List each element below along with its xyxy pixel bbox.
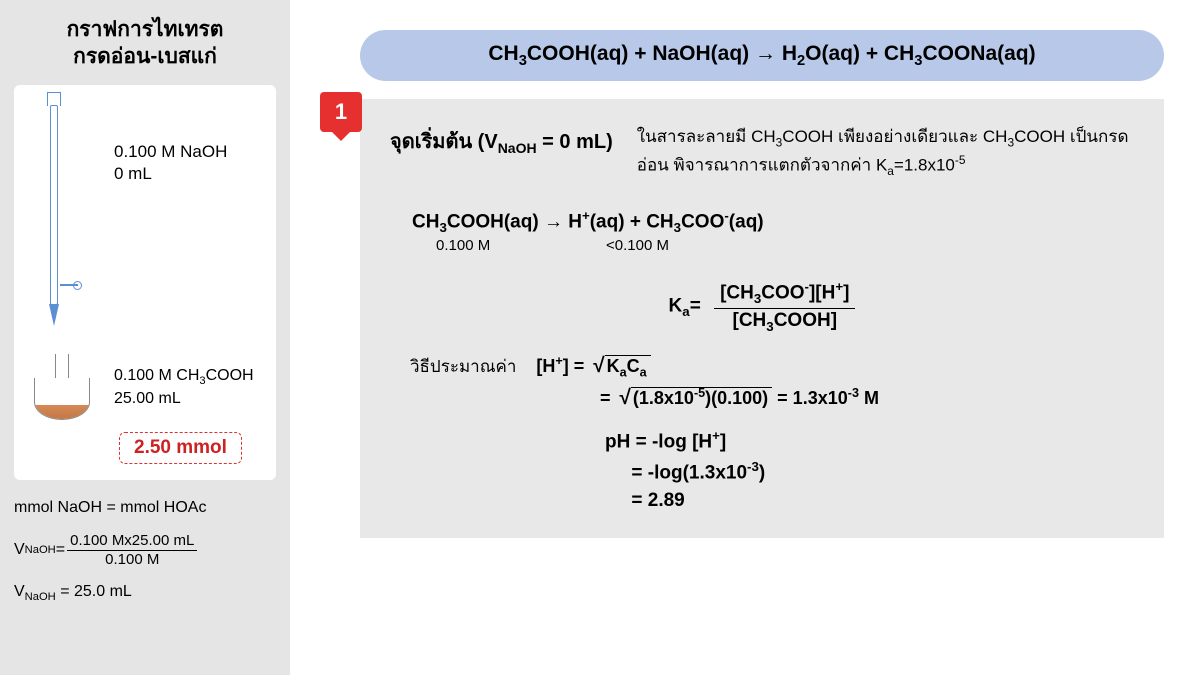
start-point-label: จุดเริ่มต้น (VNaOH = 0 mL) (390, 125, 613, 180)
main-equation: CH3COOH(aq) + NaOH(aq) → H2O(aq) + CH3CO… (360, 30, 1164, 81)
titration-diagram: 0.100 M NaOH0 mL 0.100 M CH3COOH25.00 mL… (14, 85, 276, 480)
dissociation-equation: CH3COOH(aq) → H+(aq) + CH3COO-(aq) (412, 208, 1134, 235)
mmol-box: 2.50 mmol (119, 432, 242, 464)
left-panel: กราฟการไทเทรตกรดอ่อน-เบสแก่ 0.100 M NaOH… (0, 0, 290, 675)
naoh-label: 0.100 M NaOH0 mL (114, 141, 227, 185)
ph-calculation: pH = -log [H+] = -log(1.3x10-3) = 2.89 (605, 426, 1134, 516)
concentrations: 0.100 M<0.100 M (436, 237, 1134, 254)
left-title: กราฟการไทเทรตกรดอ่อน-เบสแก่ (14, 16, 276, 71)
flask-icon (34, 354, 90, 420)
content-box: จุดเริ่มต้น (VNaOH = 0 mL) ในสารละลายมี … (360, 99, 1164, 538)
description-text: ในสารละลายมี CH3COOH เพียงอย่างเดียวและ … (637, 125, 1134, 180)
approximation-row: วิธีประมาณค่า [H+] = KaCa (410, 353, 1134, 380)
buret-icon (50, 105, 58, 305)
ka-expression: Ka= [CH3COO-][H+] [CH3COOH] (390, 278, 1134, 334)
left-calculations: mmol NaOH = mmol HOAc VNaOH= 0.100 Mx25.… (14, 494, 276, 608)
acid-label: 0.100 M CH3COOH25.00 mL (114, 366, 254, 410)
step-badge: 1 (320, 92, 362, 132)
calc-substitution: = (1.8x10-5)(0.100) = 1.3x10-3 M (600, 386, 1134, 410)
right-panel: CH3COOH(aq) + NaOH(aq) → H2O(aq) + CH3CO… (290, 0, 1200, 675)
